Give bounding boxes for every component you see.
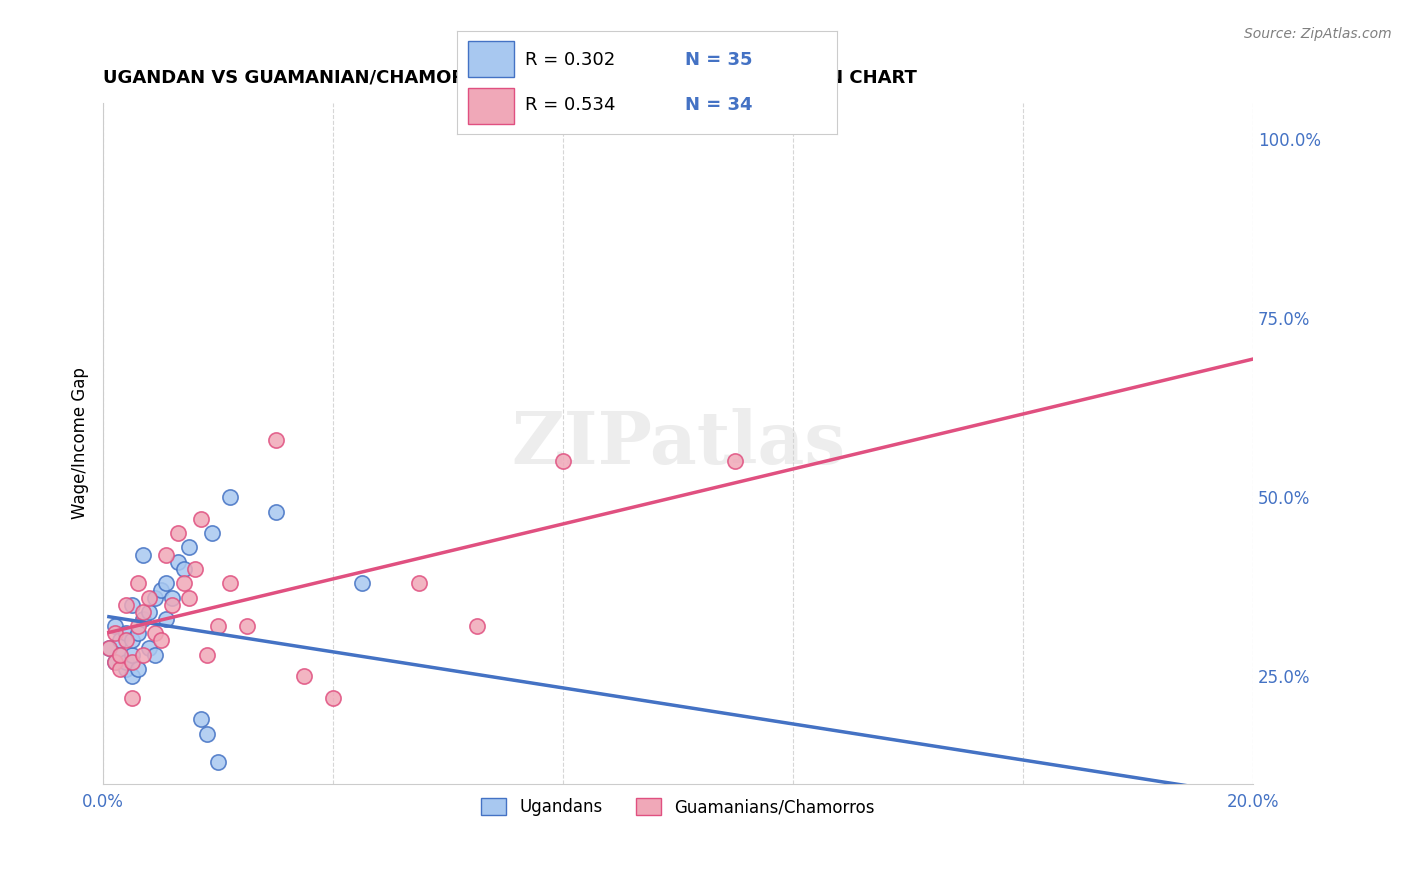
Point (160, 598, 183, 612)
Point (121, 598, 143, 612)
Point (110, 633, 132, 648)
Point (173, 576, 195, 591)
Point (115, 655, 138, 669)
Point (110, 662, 132, 676)
Y-axis label: Wage/Income Gap: Wage/Income Gap (72, 368, 89, 519)
Point (173, 562, 195, 576)
Point (184, 562, 207, 576)
Point (138, 640, 160, 655)
Point (104, 655, 127, 669)
Point (149, 583, 172, 598)
Point (322, 690, 344, 705)
Point (132, 605, 155, 619)
Legend: Ugandans, Guamanians/Chamorros: Ugandans, Guamanians/Chamorros (474, 791, 882, 823)
Point (115, 626, 138, 640)
Point (138, 591, 160, 605)
Point (207, 619, 229, 633)
Point (149, 633, 172, 648)
Text: UGANDAN VS GUAMANIAN/CHAMORRO WAGE/INCOME GAP CORRELATION CHART: UGANDAN VS GUAMANIAN/CHAMORRO WAGE/INCOM… (103, 69, 917, 87)
Point (104, 655, 127, 669)
Point (104, 619, 127, 633)
Point (115, 633, 138, 648)
Point (132, 612, 155, 626)
Point (110, 648, 132, 662)
Point (121, 655, 143, 669)
Point (207, 756, 229, 770)
Point (121, 690, 143, 705)
Point (160, 591, 183, 605)
Point (97, 640, 120, 655)
Point (264, 433, 287, 447)
Point (292, 669, 315, 683)
Point (350, 576, 373, 591)
Point (179, 541, 201, 555)
Bar (468, 42, 515, 78)
Bar (468, 87, 515, 124)
Point (190, 712, 212, 726)
Point (132, 648, 155, 662)
Point (143, 591, 166, 605)
Point (121, 648, 143, 662)
Point (195, 648, 218, 662)
Point (167, 526, 190, 541)
Point (138, 605, 160, 619)
Point (218, 576, 240, 591)
Point (655, 791, 678, 805)
Text: R = 0.302: R = 0.302 (526, 51, 616, 69)
Point (143, 626, 166, 640)
Point (127, 662, 149, 676)
Point (201, 526, 224, 541)
Text: N = 35: N = 35 (685, 51, 752, 69)
Text: R = 0.534: R = 0.534 (526, 96, 616, 114)
Point (155, 548, 177, 562)
Point (97, 640, 120, 655)
Point (132, 548, 155, 562)
Point (121, 669, 143, 683)
Point (121, 633, 143, 648)
Point (143, 648, 166, 662)
Text: N = 34: N = 34 (685, 96, 752, 114)
Point (236, 619, 259, 633)
Point (195, 726, 218, 740)
Point (127, 626, 149, 640)
Point (127, 619, 149, 633)
Point (104, 626, 127, 640)
Point (724, 454, 747, 468)
Point (155, 576, 177, 591)
Point (190, 512, 212, 526)
Point (155, 612, 177, 626)
Point (465, 619, 488, 633)
Point (179, 591, 201, 605)
Point (115, 598, 138, 612)
Point (115, 662, 138, 676)
Point (127, 576, 149, 591)
Point (167, 555, 190, 569)
Point (218, 490, 240, 504)
Point (408, 576, 430, 591)
Point (551, 454, 574, 468)
Point (110, 648, 132, 662)
Point (264, 505, 287, 519)
Text: Source: ZipAtlas.com: Source: ZipAtlas.com (1244, 27, 1392, 41)
Text: ZIPatlas: ZIPatlas (510, 408, 845, 479)
